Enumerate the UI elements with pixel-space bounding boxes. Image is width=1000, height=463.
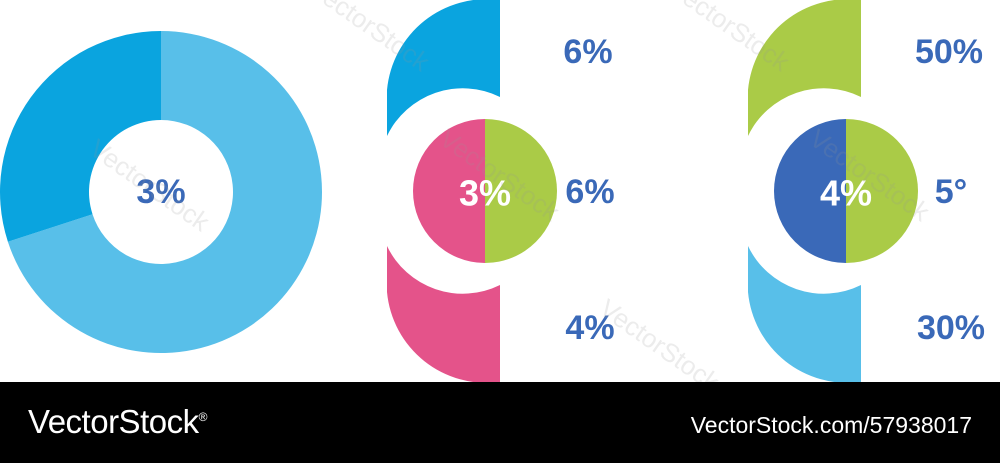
- circle-right-half: [485, 119, 557, 263]
- label-bottom: 4%: [565, 309, 614, 347]
- brand-mark: ®: [198, 410, 208, 424]
- circle-center-label: 4%: [820, 173, 872, 214]
- brand-name: VectorStock: [28, 403, 199, 440]
- label-top: 50%: [915, 33, 983, 71]
- circle-center-label: 3%: [459, 173, 511, 214]
- label-middle: 6%: [565, 173, 614, 211]
- segment-bottom: [748, 246, 861, 382]
- footer-bar: VectorStock® VectorStock.com/57938017: [0, 382, 1000, 463]
- circle-right-half: [846, 119, 918, 263]
- donut-slice: [7, 31, 322, 353]
- footer-brand: VectorStock®: [28, 403, 207, 441]
- segment-top: [387, 0, 500, 136]
- label-bottom: 30%: [917, 309, 985, 347]
- donut-slice: [0, 31, 161, 242]
- segment-top: [748, 0, 861, 136]
- donut-center-label: 3%: [136, 173, 185, 211]
- infographic-chart: 3% 3% 6% 6% 4% 4% 50% 5° 30%: [0, 0, 985, 382]
- circle-left-half: [774, 119, 846, 263]
- label-middle: 5°: [935, 173, 968, 211]
- footer-image-id: VectorStock.com/57938017: [690, 412, 972, 438]
- infographic-stage: 3% 3% 6% 6% 4% 4% 50% 5° 30%: [0, 0, 985, 382]
- label-top: 6%: [563, 33, 612, 71]
- circle-left-half: [413, 119, 485, 263]
- segment-bottom: [387, 246, 500, 382]
